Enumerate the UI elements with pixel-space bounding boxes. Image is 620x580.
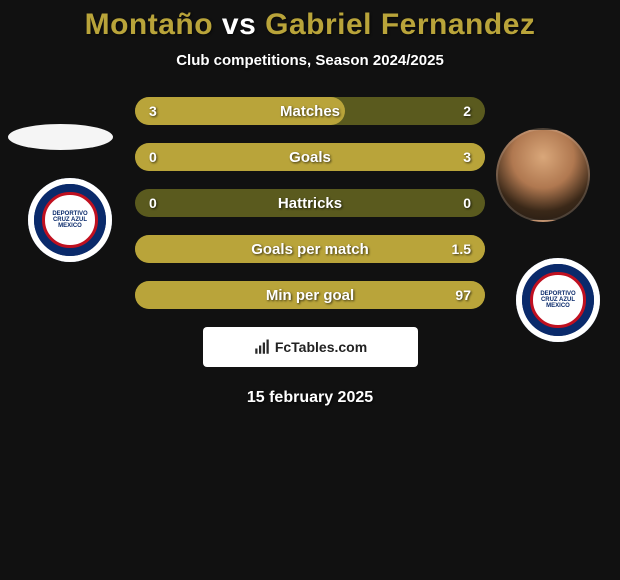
comparison-card: Montaño vs Gabriel Fernandez Club compet… bbox=[0, 0, 620, 580]
player1-avatar bbox=[8, 124, 113, 150]
chart-icon bbox=[253, 338, 271, 356]
stat-value-right: 3 bbox=[463, 149, 471, 165]
stat-value-right: 0 bbox=[463, 195, 471, 211]
title-vs: vs bbox=[222, 8, 256, 41]
brand-box[interactable]: FcTables.com bbox=[203, 327, 418, 367]
stat-value-right: 2 bbox=[463, 103, 471, 119]
stats-block: 3 Matches 2 0 Goals 3 0 Hattricks 0 Goal… bbox=[135, 97, 485, 309]
title-player2: Gabriel Fernandez bbox=[265, 8, 535, 41]
stat-label: Hattricks bbox=[278, 195, 342, 212]
page-title: Montaño vs Gabriel Fernandez bbox=[0, 8, 620, 42]
stat-row: 0 Goals 3 bbox=[135, 143, 485, 171]
stat-row: 0 Hattricks 0 bbox=[135, 189, 485, 217]
stat-row: Goals per match 1.5 bbox=[135, 235, 485, 263]
badge-ring: DEPORTIVO CRUZ AZUL MEXICO bbox=[28, 178, 112, 262]
subtitle: Club competitions, Season 2024/2025 bbox=[0, 52, 620, 69]
player1-club-badge: DEPORTIVO CRUZ AZUL MEXICO bbox=[28, 178, 112, 262]
stat-value-left: 3 bbox=[149, 103, 157, 119]
badge-text-bot: MEXICO bbox=[546, 303, 570, 309]
stat-value-left: 0 bbox=[149, 195, 157, 211]
stat-value-right: 97 bbox=[455, 287, 471, 303]
title-player1: Montaño bbox=[85, 8, 213, 41]
stat-label: Matches bbox=[280, 103, 340, 120]
brand-text: FcTables.com bbox=[275, 339, 367, 355]
badge-ring: DEPORTIVO CRUZ AZUL MEXICO bbox=[516, 258, 600, 342]
stat-value-left: 0 bbox=[149, 149, 157, 165]
stat-row: Min per goal 97 bbox=[135, 281, 485, 309]
stat-row: 3 Matches 2 bbox=[135, 97, 485, 125]
badge-inner: DEPORTIVO CRUZ AZUL MEXICO bbox=[42, 192, 97, 247]
badge-text-bot: MEXICO bbox=[58, 223, 82, 229]
stat-value-right: 1.5 bbox=[452, 241, 471, 257]
comparison-date: 15 february 2025 bbox=[0, 389, 620, 407]
stat-label: Min per goal bbox=[266, 287, 354, 304]
player2-club-badge: DEPORTIVO CRUZ AZUL MEXICO bbox=[516, 258, 600, 342]
badge-inner: DEPORTIVO CRUZ AZUL MEXICO bbox=[530, 272, 585, 327]
stat-label: Goals per match bbox=[251, 241, 369, 258]
player2-avatar bbox=[496, 128, 590, 222]
stat-label: Goals bbox=[289, 149, 331, 166]
